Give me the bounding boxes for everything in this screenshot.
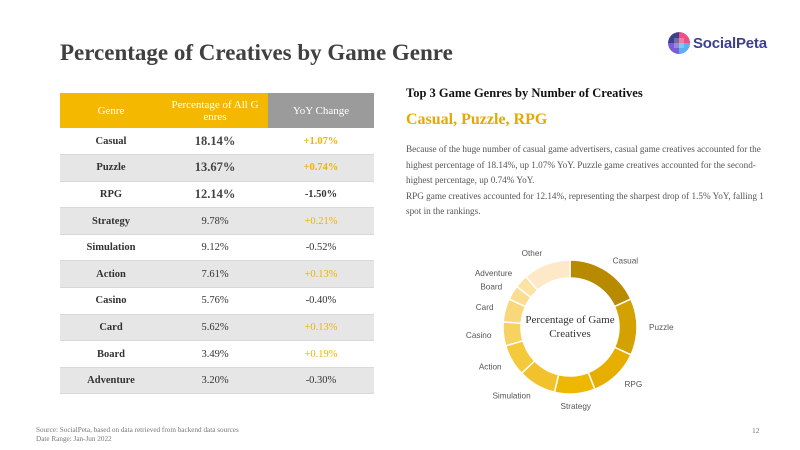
yoy-cell: +0.74% — [268, 154, 374, 182]
percentage-cell: 7.61% — [162, 260, 268, 289]
table-body: Casual 18.14% +1.07% Puzzle 13.67% +0.74% RPG 1… — [60, 128, 374, 395]
genre-cell: Simulation — [60, 234, 162, 262]
donut-center-title: Creatives — [549, 328, 591, 340]
donut-slice-casino — [502, 321, 524, 347]
percentage-cell: 9.12% — [162, 234, 268, 262]
donut-center-title: Percentage of Game — [525, 314, 614, 326]
donut-label: Casual — [613, 256, 639, 265]
yoy-cell: +0.13% — [268, 260, 374, 289]
yoy-cell: -0.40% — [268, 287, 374, 315]
yoy-cell: -1.50% — [268, 181, 374, 209]
description-paragraph: RPG game creatives accounted for 12.14%,… — [406, 190, 764, 217]
donut-label: Simulation — [492, 392, 531, 401]
top-genres-highlight: Casual, Puzzle, RPG — [406, 111, 548, 128]
socialpeta-logo-icon — [668, 32, 690, 54]
genre-cell: Card — [60, 314, 162, 342]
yoy-cell: +1.07% — [268, 128, 374, 156]
genre-cell: Action — [60, 260, 162, 289]
donut-label: Card — [476, 303, 494, 312]
date-range-note: Date Range: Jan-Jun 2022 — [36, 435, 112, 443]
percentage-cell: 3.20% — [162, 367, 268, 395]
genre-cell: RPG — [60, 181, 162, 209]
yoy-cell: -0.30% — [268, 367, 374, 395]
panel-subtitle: Top 3 Game Genres by Number of Creatives — [406, 86, 643, 100]
logo: SocialPeta — [668, 32, 767, 54]
genre-cell: Casual — [60, 128, 162, 156]
genre-cell: Board — [60, 340, 162, 368]
table-row: Card 5.62% +0.13% — [60, 314, 374, 342]
donut-slice-casual — [569, 259, 632, 308]
header-percentage: Percentage of All G enres — [162, 93, 268, 128]
page-number: 12 — [752, 426, 760, 435]
donut-slice-puzzle — [613, 298, 638, 356]
percentage-cell: 18.14% — [162, 128, 268, 156]
logo-text: SocialPeta — [693, 34, 767, 52]
description: Because of the huge number of casual gam… — [406, 142, 766, 220]
donut-label: RPG — [625, 380, 643, 389]
header-yoy: YoY Change — [268, 93, 374, 128]
header-genre: Genre — [60, 93, 162, 128]
percentage-cell: 3.49% — [162, 340, 268, 368]
genre-cell: Adventure — [60, 367, 162, 395]
donut-label: Puzzle — [649, 323, 674, 332]
table-row: Casual 18.14% +1.07% — [60, 128, 374, 156]
table-row: Board 3.49% +0.19% — [60, 340, 374, 368]
table-header-row: Genre Percentage of All G enres YoY Chan… — [60, 93, 374, 128]
yoy-cell: +0.21% — [268, 207, 374, 235]
donut-label: Casino — [466, 331, 492, 340]
donut-chart: Casual Puzzle RPG Strategy Simulation Action C… — [466, 249, 674, 411]
description-paragraph: Because of the huge number of casual gam… — [406, 144, 761, 185]
table-row: Adventure 3.20% -0.30% — [60, 367, 374, 395]
percentage-cell: 5.76% — [162, 287, 268, 315]
percentage-cell: 12.14% — [162, 181, 268, 209]
donut-label: Strategy — [561, 402, 592, 411]
table-row: Action 7.61% +0.13% — [60, 260, 374, 289]
source-note: Source: SocialPeta, based on data retrie… — [36, 426, 239, 434]
percentage-cell: 5.62% — [162, 314, 268, 342]
yoy-cell: -0.52% — [268, 234, 374, 262]
genre-table: Genre Percentage of All G enres YoY Chan… — [60, 93, 374, 395]
table-row: Simulation 9.12% -0.52% — [60, 234, 374, 262]
footer: Source: SocialPeta, based on data retrie… — [36, 426, 239, 444]
donut-label: Other — [522, 249, 543, 258]
donut-slice-other — [524, 259, 571, 292]
donut-label: Board — [480, 282, 502, 291]
donut-slice-strategy — [553, 371, 596, 395]
donut-label: Action — [479, 363, 502, 372]
table-row: Strategy 9.78% +0.21% — [60, 207, 374, 235]
genre-cell: Casino — [60, 287, 162, 315]
yoy-cell: +0.13% — [268, 314, 374, 342]
percentage-cell: 9.78% — [162, 207, 268, 235]
table-row: Puzzle 13.67% +0.74% — [60, 154, 374, 182]
percentage-cell: 13.67% — [162, 154, 268, 182]
genre-cell: Strategy — [60, 207, 162, 235]
genre-cell: Puzzle — [60, 154, 162, 182]
slide-title: Percentage of Creatives by Game Genre — [60, 40, 453, 65]
donut-label: Adventure — [475, 269, 513, 278]
table-row: Casino 5.76% -0.40% — [60, 287, 374, 315]
table-row: RPG 12.14% -1.50% — [60, 181, 374, 209]
yoy-cell: +0.19% — [268, 340, 374, 368]
